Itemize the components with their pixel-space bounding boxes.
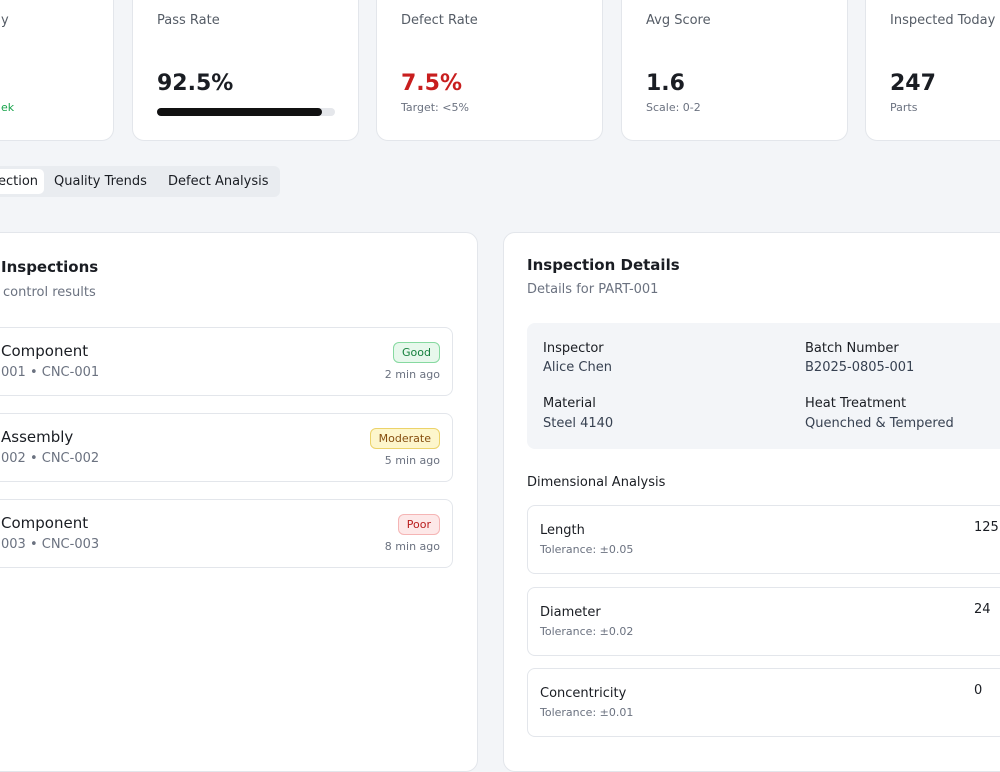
section-title: Dimensional Analysis xyxy=(527,475,666,490)
dimension-value: 0 xyxy=(974,683,983,698)
kpi-card: y ek xyxy=(0,0,114,141)
kpi-card: Pass Rate 92.5% xyxy=(132,0,359,141)
field-label: Inspector xyxy=(543,341,604,356)
field-label: Material xyxy=(543,396,596,411)
kpi-value: 1.6 xyxy=(646,71,685,96)
dimension-value: 125. xyxy=(974,520,1000,535)
status-badge: Good xyxy=(393,342,440,363)
progress-fill xyxy=(157,108,322,116)
item-name: Component xyxy=(1,514,89,532)
kpi-value: 92.5% xyxy=(157,71,234,96)
dimension-name: Concentricity xyxy=(540,686,627,701)
inspection-item[interactable]: Component 003 • CNC-003 Poor 8 min ago xyxy=(0,499,453,568)
kpi-label: Avg Score xyxy=(646,13,711,28)
kpi-card: Avg Score 1.6 Scale: 0-2 xyxy=(621,0,848,141)
kpi-label: y xyxy=(1,13,9,28)
field-label: Heat Treatment xyxy=(805,396,907,411)
status-badge: Moderate xyxy=(369,428,440,449)
field-value: B2025-0805-001 xyxy=(805,360,915,375)
tab-bar: ection Quality Trends Defect Analysis xyxy=(0,166,280,197)
dimension-tolerance: Tolerance: ±0.02 xyxy=(540,624,634,638)
progress-track xyxy=(157,108,335,116)
field-value: Steel 4140 xyxy=(543,416,614,431)
panel-subtitle: control results xyxy=(3,285,96,300)
kpi-card: Inspected Today 247 Parts xyxy=(865,0,1000,141)
dimension-name: Length xyxy=(540,523,585,538)
dimension-name: Diameter xyxy=(540,604,601,620)
inspection-item[interactable]: Assembly 002 • CNC-002 Moderate 5 min ago xyxy=(0,413,453,482)
item-time: 8 min ago xyxy=(384,540,440,553)
field-label: Batch Number xyxy=(805,341,899,356)
tab[interactable]: ection xyxy=(0,169,44,194)
dimension-item: Diameter Tolerance: ±0.02 24 xyxy=(527,586,1000,656)
kpi-label: Inspected Today xyxy=(890,13,996,28)
tab[interactable]: Quality Trends xyxy=(54,174,147,189)
field-value: Quenched & Tempered xyxy=(805,416,954,431)
dimension-value: 24 xyxy=(974,601,991,617)
field-value: Alice Chen xyxy=(543,360,612,375)
item-name: Component xyxy=(1,342,89,360)
item-name: Assembly xyxy=(1,428,74,446)
kpi-sub: Target: <5% xyxy=(401,101,469,114)
item-time: 5 min ago xyxy=(384,454,440,467)
tab[interactable]: Defect Analysis xyxy=(168,174,269,189)
info-box: Inspector Alice Chen Batch Number B2025-… xyxy=(527,323,1000,449)
panel-title: Inspection Details xyxy=(527,256,680,274)
item-meta: 003 • CNC-003 xyxy=(1,537,100,552)
kpi-sub: Parts xyxy=(890,101,918,114)
panel-title: Inspections xyxy=(1,258,99,276)
item-meta: 001 • CNC-001 xyxy=(1,365,100,380)
kpi-label: Defect Rate xyxy=(401,13,478,28)
kpi-label: Pass Rate xyxy=(157,13,220,28)
kpi-sub: ek xyxy=(1,101,15,114)
dimension-item: Length Tolerance: ±0.05 125. xyxy=(527,505,1000,574)
dimension-tolerance: Tolerance: ±0.01 xyxy=(540,706,634,719)
kpi-value: 247 xyxy=(890,71,936,96)
dimension-item: Concentricity Tolerance: ±0.01 0 xyxy=(527,668,1000,737)
inspection-item[interactable]: Component 001 • CNC-001 Good 2 min ago xyxy=(0,327,453,396)
kpi-value: 7.5% xyxy=(401,71,463,96)
item-meta: 002 • CNC-002 xyxy=(1,451,100,466)
item-time: 2 min ago xyxy=(384,368,440,381)
dimension-tolerance: Tolerance: ±0.05 xyxy=(540,543,634,556)
kpi-sub: Scale: 0-2 xyxy=(646,101,701,114)
panel-subtitle: Details for PART-001 xyxy=(527,282,659,297)
status-badge: Poor xyxy=(397,514,440,535)
kpi-card: Defect Rate 7.5% Target: <5% xyxy=(376,0,603,141)
